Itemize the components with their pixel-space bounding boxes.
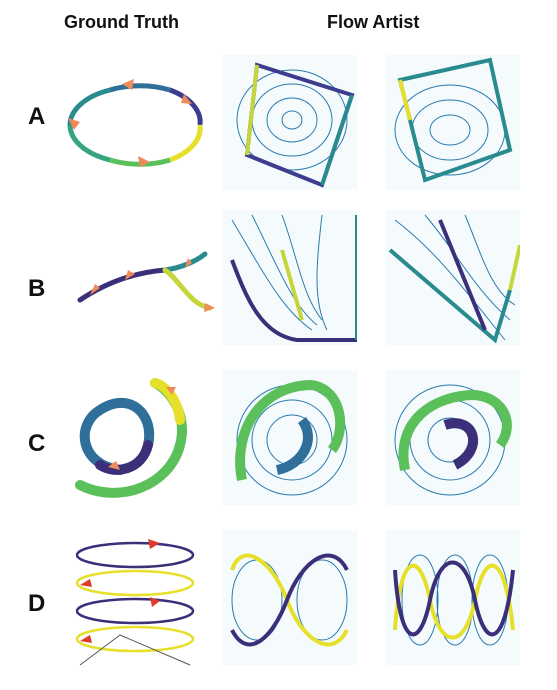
ground-truth-a-ellipse — [67, 79, 203, 167]
ground-truth-b-curve — [77, 251, 215, 312]
flow-panel-c1 — [222, 370, 357, 505]
ground-truth-d-helix — [75, 539, 195, 666]
flow-panel-d2 — [385, 530, 520, 665]
flow-panel-c2 — [385, 370, 520, 505]
flow-panel-a1 — [222, 55, 357, 190]
row-label-a: A — [28, 103, 46, 130]
row-label-b: B — [28, 275, 46, 302]
flow-panel-b2 — [385, 210, 520, 345]
row-label-c: C — [28, 430, 46, 457]
ground-truth-c-spiral — [75, 378, 187, 498]
flow-artist-header: Flow Artist — [327, 12, 420, 32]
ground-truth-header: Ground Truth — [64, 12, 179, 32]
flow-panel-d1 — [222, 530, 357, 665]
flow-panel-b1 — [222, 210, 357, 345]
row-label-d: D — [28, 590, 46, 617]
flow-panel-a2 — [385, 55, 520, 190]
